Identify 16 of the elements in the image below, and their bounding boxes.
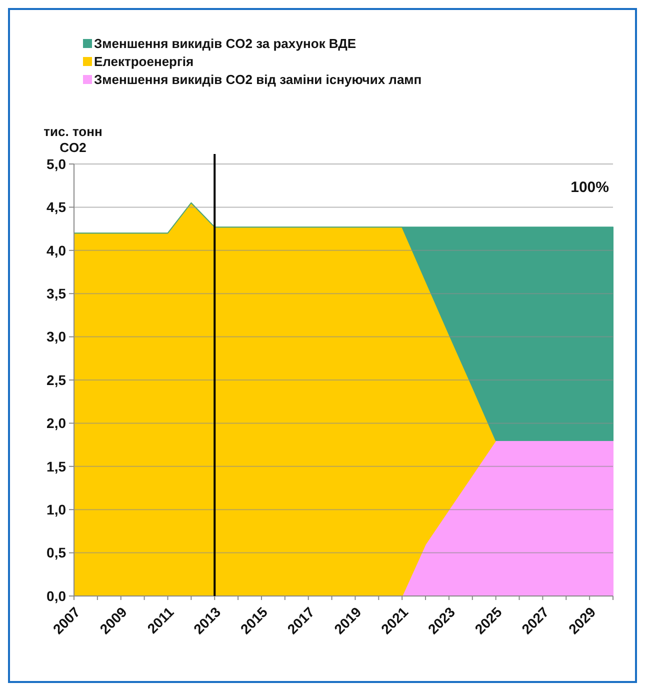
y-tick-label: 1,5 xyxy=(46,458,66,474)
legend-label: Зменшення викидів CO2 від заміни існуючих ламп xyxy=(94,72,422,87)
y-tick-label: 0,0 xyxy=(46,588,66,604)
y-tick-label: 5,0 xyxy=(46,156,66,172)
legend-label: Зменшення викидів CO2 за рахунок ВДЕ xyxy=(94,36,356,51)
y-tick-label: 3,5 xyxy=(46,286,66,302)
y-tick-label: 2,5 xyxy=(46,372,66,388)
y-tick-label: 4,5 xyxy=(46,199,66,216)
annotation: 100% xyxy=(570,179,609,196)
y-tick-label: 4,0 xyxy=(46,242,66,258)
y-tick-label: 0,5 xyxy=(46,544,66,561)
y-tick-label: 1,0 xyxy=(46,502,66,518)
legend-label: Електроенергія xyxy=(94,54,194,69)
y-axis-title: тис. тонн CO2 xyxy=(44,124,102,155)
y-tick-label: 3,0 xyxy=(46,328,66,345)
y-tick-label: 2,0 xyxy=(46,415,66,432)
